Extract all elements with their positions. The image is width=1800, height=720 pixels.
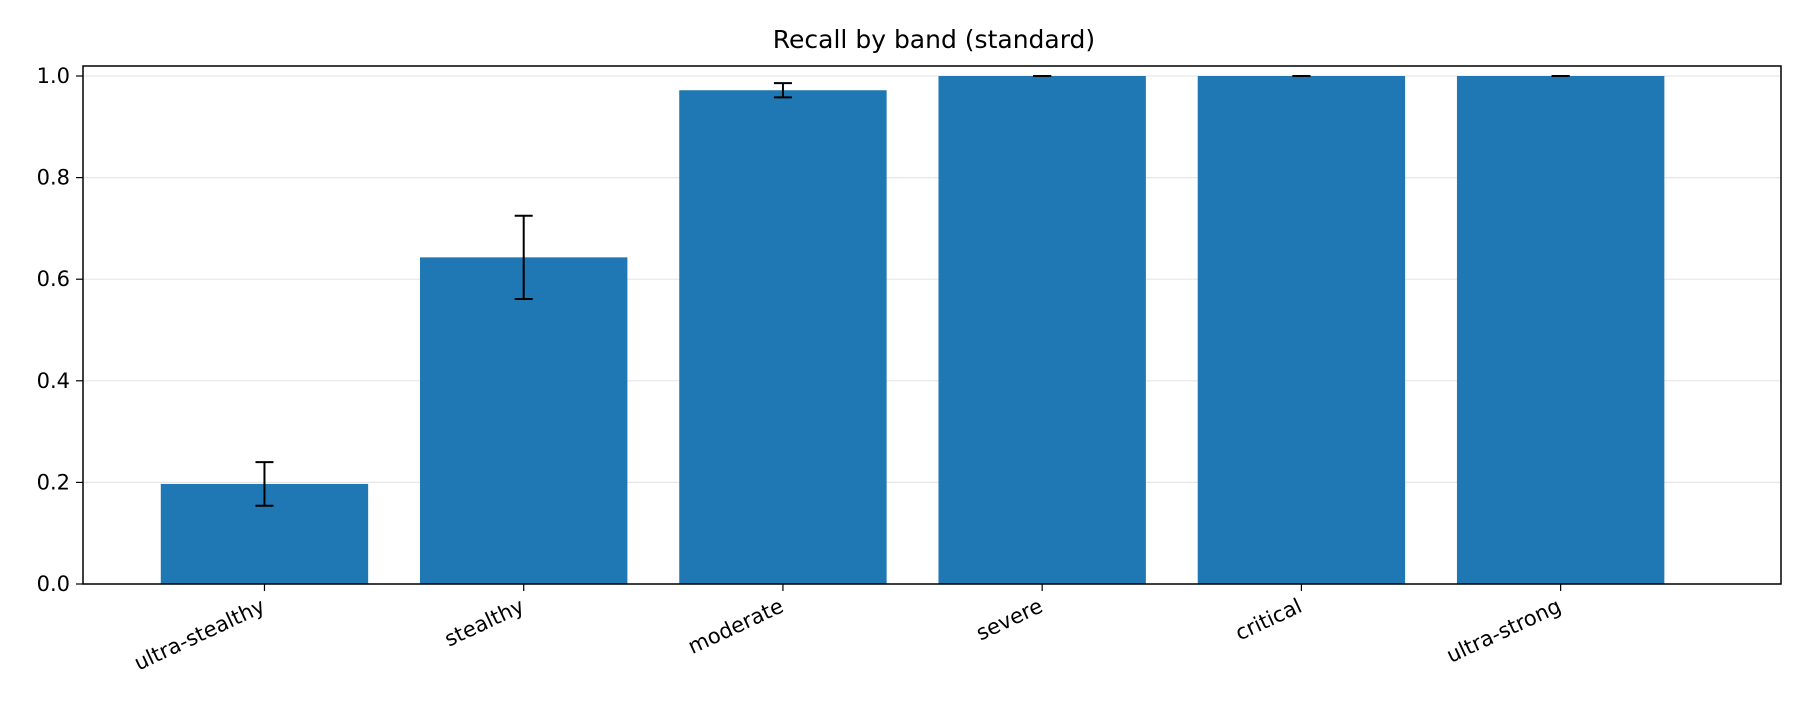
y-tick-label: 0.8 <box>37 166 70 190</box>
y-tick-label: 0.4 <box>37 369 70 393</box>
x-tick-label: ultra-strong <box>1443 594 1565 668</box>
error-bars <box>255 75 1570 507</box>
bar-moderate <box>679 90 887 584</box>
y-tick-label: 1.0 <box>37 64 70 88</box>
x-axis: ultra-stealthy stealthy moderate severe crit… <box>130 584 1565 675</box>
bar-ultra-strong <box>1456 76 1665 584</box>
bar-severe <box>938 76 1146 584</box>
chart-title: Recall by band (standard) <box>773 25 1095 54</box>
y-tick-label: 0.2 <box>37 470 70 494</box>
y-tick-label: 0.0 <box>37 572 70 596</box>
x-tick-label: severe <box>972 594 1046 645</box>
y-axis: 0.0 0.2 0.4 0.6 0.8 1.0 <box>37 64 83 596</box>
bars <box>160 76 1665 584</box>
bar-stealthy <box>420 257 628 584</box>
x-tick-label: critical <box>1232 594 1306 645</box>
bar-critical <box>1197 76 1406 584</box>
x-tick-label: ultra-stealthy <box>130 594 268 675</box>
plot-frame <box>82 65 1782 585</box>
x-tick-label: stealthy <box>441 594 528 652</box>
y-tick-label: 0.6 <box>37 267 70 291</box>
x-tick-label: moderate <box>684 594 787 659</box>
